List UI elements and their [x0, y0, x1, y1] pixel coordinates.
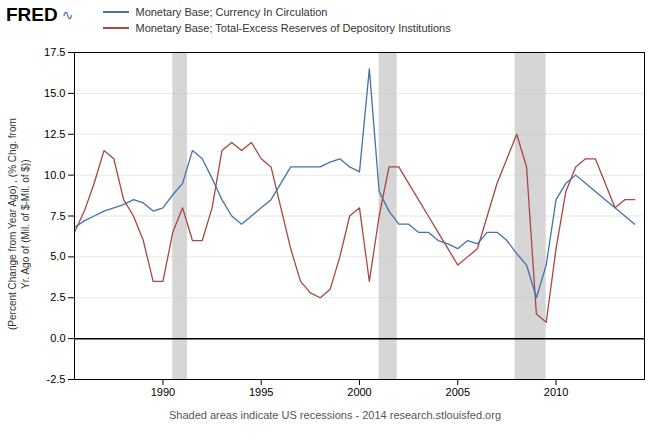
- svg-text:15.0: 15.0: [44, 87, 65, 99]
- svg-text:2.5: 2.5: [50, 291, 65, 303]
- svg-text:10.0: 10.0: [44, 169, 65, 181]
- html-text:Shaded areas indicate US reces: Shaded areas indicate US recessions - 20…: [169, 409, 501, 421]
- svg-text:17.5: 17.5: [44, 46, 65, 58]
- svg-text:2000: 2000: [347, 386, 371, 398]
- svg-text:0.0: 0.0: [50, 332, 65, 344]
- html-text:Monetary Base; Currency In Cir: Monetary Base; Currency In Circulation: [135, 6, 328, 18]
- svg-text:1990: 1990: [151, 386, 175, 398]
- svg-text:12.5: 12.5: [44, 128, 65, 140]
- html-text:Monetary Base; Total-Excess Re: Monetary Base; Total-Excess Reserves of …: [135, 22, 451, 34]
- svg-text:7.5: 7.5: [50, 210, 65, 222]
- html-text:FRED ∿: FRED ∿: [6, 4, 74, 25]
- svg-text:1995: 1995: [249, 386, 273, 398]
- svg-text:-2.5: -2.5: [47, 373, 66, 385]
- html-text:(Percent Change from Year Ago): (Percent Change from Year Ago) , (% Chg.…: [7, 118, 31, 331]
- svg-text:2005: 2005: [446, 386, 470, 398]
- svg-text:5.0: 5.0: [50, 250, 65, 262]
- svg-text:2010: 2010: [544, 386, 568, 398]
